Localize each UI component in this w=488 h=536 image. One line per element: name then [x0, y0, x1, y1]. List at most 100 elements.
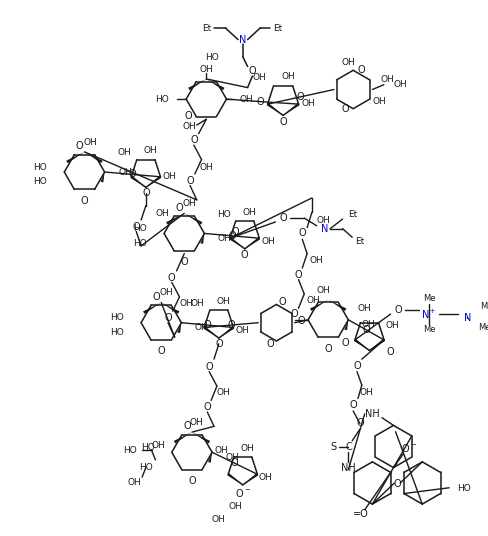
- Text: O$^-$: O$^-$: [235, 487, 251, 498]
- Text: O: O: [248, 66, 256, 76]
- Text: OH: OH: [281, 72, 295, 80]
- Text: O: O: [203, 320, 211, 330]
- Text: O: O: [291, 309, 299, 319]
- Text: OH: OH: [159, 288, 173, 297]
- Polygon shape: [201, 234, 204, 244]
- Text: O: O: [297, 92, 305, 102]
- Polygon shape: [161, 302, 180, 314]
- Text: HO: HO: [217, 210, 230, 219]
- Text: O: O: [227, 320, 235, 330]
- Text: O: O: [325, 344, 332, 354]
- Text: O: O: [142, 188, 150, 198]
- Text: OH: OH: [225, 452, 239, 461]
- Text: O: O: [164, 313, 172, 323]
- Text: NH: NH: [365, 409, 380, 419]
- Text: OH: OH: [218, 234, 232, 243]
- Text: OH: OH: [386, 321, 399, 330]
- Text: OH: OH: [179, 299, 193, 308]
- Text: O: O: [267, 339, 274, 349]
- Text: HO: HO: [110, 314, 124, 323]
- Text: =O: =O: [353, 509, 369, 519]
- Text: N: N: [321, 224, 328, 234]
- Text: O: O: [183, 421, 191, 431]
- Text: OH: OH: [118, 148, 132, 158]
- Text: OH: OH: [195, 323, 208, 332]
- Polygon shape: [177, 323, 182, 333]
- Text: O: O: [349, 400, 357, 410]
- Text: O: O: [231, 458, 239, 468]
- Text: N: N: [464, 313, 471, 323]
- Text: O: O: [153, 292, 160, 302]
- Text: OH: OH: [200, 65, 213, 74]
- Text: OH: OH: [241, 444, 254, 453]
- Text: O: O: [205, 362, 213, 372]
- Text: O: O: [241, 250, 248, 259]
- Polygon shape: [130, 176, 146, 188]
- Text: OH: OH: [252, 73, 266, 83]
- Text: OH: OH: [380, 76, 394, 84]
- Text: O: O: [190, 136, 198, 145]
- Text: OH: OH: [118, 168, 132, 176]
- Text: O: O: [394, 305, 402, 315]
- Text: O: O: [257, 96, 264, 107]
- Text: O: O: [176, 203, 183, 213]
- Polygon shape: [101, 172, 104, 182]
- Text: O: O: [279, 117, 287, 127]
- Text: OH: OH: [243, 208, 256, 217]
- Text: OH: OH: [342, 58, 355, 67]
- Text: O: O: [342, 103, 349, 114]
- Text: O: O: [132, 222, 140, 232]
- Text: OH: OH: [307, 296, 321, 305]
- Polygon shape: [203, 326, 219, 338]
- Text: HO: HO: [110, 328, 124, 337]
- Text: OH: OH: [151, 441, 165, 450]
- Polygon shape: [192, 432, 210, 443]
- Polygon shape: [229, 237, 244, 249]
- Text: HO: HO: [457, 484, 470, 493]
- Text: S: S: [330, 442, 336, 451]
- Text: O: O: [81, 196, 88, 206]
- Text: O: O: [158, 346, 165, 356]
- Text: OH: OH: [317, 215, 330, 225]
- Text: O: O: [363, 325, 370, 335]
- Text: OH: OH: [190, 418, 203, 427]
- Polygon shape: [345, 320, 348, 330]
- Text: HO: HO: [33, 163, 47, 172]
- Text: N: N: [239, 35, 246, 44]
- Text: OH: OH: [163, 173, 177, 181]
- Text: O: O: [184, 111, 192, 121]
- Text: Et: Et: [355, 236, 365, 245]
- Polygon shape: [283, 103, 300, 115]
- Text: O: O: [393, 479, 401, 489]
- Text: HO: HO: [155, 94, 169, 103]
- Polygon shape: [184, 213, 203, 225]
- Text: OH: OH: [228, 502, 242, 510]
- Text: HO: HO: [141, 443, 155, 452]
- Polygon shape: [244, 237, 260, 249]
- Text: OH: OH: [127, 479, 141, 487]
- Text: OH: OH: [240, 94, 254, 103]
- Text: Me: Me: [478, 323, 488, 332]
- Text: Me: Me: [423, 325, 435, 334]
- Polygon shape: [227, 473, 243, 485]
- Text: OH: OH: [215, 446, 228, 455]
- Text: O: O: [298, 316, 305, 326]
- Text: O: O: [215, 339, 223, 349]
- Polygon shape: [208, 452, 212, 463]
- Text: OH: OH: [393, 80, 407, 89]
- Polygon shape: [84, 152, 102, 163]
- Text: O: O: [387, 347, 394, 358]
- Text: O: O: [203, 402, 211, 412]
- Text: O: O: [278, 296, 286, 307]
- Text: OH: OH: [182, 122, 196, 131]
- Text: HO: HO: [133, 224, 147, 233]
- Polygon shape: [188, 79, 206, 90]
- Text: OH: OH: [191, 299, 204, 308]
- Text: O: O: [356, 419, 364, 428]
- Text: OH: OH: [362, 320, 376, 329]
- Text: OH: OH: [358, 304, 371, 313]
- Text: O: O: [181, 257, 188, 267]
- Polygon shape: [267, 103, 283, 115]
- Text: O: O: [295, 270, 302, 280]
- Text: OH: OH: [262, 236, 276, 245]
